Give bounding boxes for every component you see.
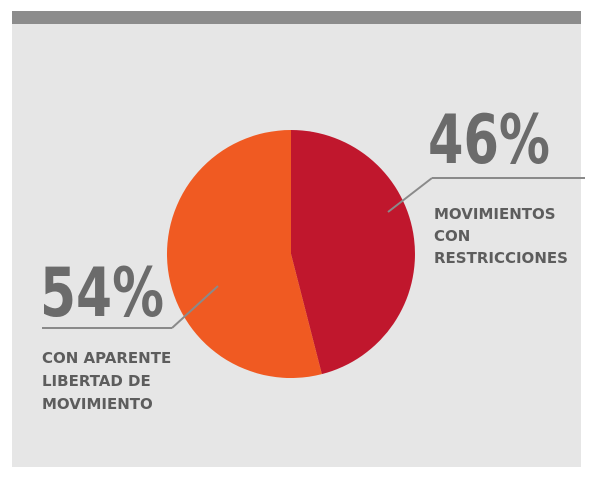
value-label-free: 54% xyxy=(40,254,164,333)
slice-label-free-line-3: MOVIMIENTO xyxy=(42,395,153,413)
slice-label-restricted-line-1: MOVIMIENTOS xyxy=(434,205,556,223)
value-label-restricted: 46% xyxy=(428,101,550,180)
slice-label-free-line-2: LIBERTAD DE xyxy=(42,372,151,390)
slice-label-free-line-1: CON APARENTE xyxy=(42,349,171,367)
pie-slice-free xyxy=(166,129,322,378)
top-bar xyxy=(12,11,581,24)
leader-line-free xyxy=(171,285,219,329)
slice-label-restricted-line-2: CON xyxy=(434,227,470,245)
pie-slice-restricted xyxy=(291,130,415,375)
leader-line-restricted xyxy=(387,177,433,213)
slice-label-restricted-line-3: RESTRICCIONES xyxy=(434,249,568,267)
